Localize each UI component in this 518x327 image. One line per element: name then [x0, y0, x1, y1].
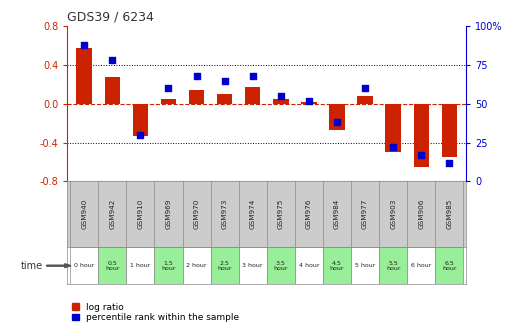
- Text: GSM903: GSM903: [390, 199, 396, 229]
- Bar: [217, 94, 233, 104]
- Bar: [301, 102, 316, 104]
- Point: [417, 152, 425, 158]
- Text: 1 hour: 1 hour: [130, 263, 151, 268]
- Point: [192, 73, 200, 78]
- Bar: [70, 247, 98, 284]
- Text: 5 hour: 5 hour: [355, 263, 375, 268]
- Text: GSM984: GSM984: [334, 199, 340, 229]
- Text: 0 hour: 0 hour: [74, 263, 94, 268]
- Bar: [245, 87, 261, 104]
- Point: [361, 86, 369, 91]
- Text: GSM974: GSM974: [250, 199, 256, 229]
- Bar: [323, 247, 351, 284]
- Bar: [98, 247, 126, 284]
- Bar: [189, 90, 204, 104]
- Text: time: time: [21, 261, 43, 271]
- Bar: [161, 99, 176, 104]
- Bar: [273, 99, 289, 104]
- Bar: [211, 247, 239, 284]
- Text: 3.5
hour: 3.5 hour: [274, 261, 288, 271]
- Bar: [407, 247, 435, 284]
- Bar: [379, 247, 407, 284]
- Text: GSM970: GSM970: [194, 199, 199, 229]
- Point: [445, 160, 453, 165]
- Point: [333, 120, 341, 125]
- Text: 5.5
hour: 5.5 hour: [386, 261, 400, 271]
- Bar: [267, 247, 295, 284]
- Text: 6 hour: 6 hour: [411, 263, 431, 268]
- Text: 0.5
hour: 0.5 hour: [105, 261, 120, 271]
- Bar: [357, 96, 373, 104]
- Text: 4.5
hour: 4.5 hour: [330, 261, 344, 271]
- Text: GSM969: GSM969: [165, 199, 171, 229]
- Text: 4 hour: 4 hour: [299, 263, 319, 268]
- Text: GSM940: GSM940: [81, 199, 87, 229]
- Bar: [77, 47, 92, 104]
- Point: [277, 94, 285, 99]
- Bar: [295, 247, 323, 284]
- Bar: [435, 247, 464, 284]
- Point: [305, 98, 313, 103]
- Legend: log ratio, percentile rank within the sample: log ratio, percentile rank within the sa…: [72, 303, 239, 322]
- Point: [221, 78, 229, 83]
- Bar: [133, 104, 148, 136]
- Text: 3 hour: 3 hour: [242, 263, 263, 268]
- Text: 1.5
hour: 1.5 hour: [161, 261, 176, 271]
- Bar: [413, 104, 429, 167]
- Point: [389, 145, 397, 150]
- Bar: [385, 104, 401, 152]
- Point: [108, 58, 117, 63]
- Point: [136, 132, 145, 137]
- Bar: [182, 247, 211, 284]
- Bar: [351, 247, 379, 284]
- Bar: [154, 247, 182, 284]
- Text: GSM977: GSM977: [362, 199, 368, 229]
- Text: GDS39 / 6234: GDS39 / 6234: [67, 10, 154, 24]
- Text: GSM985: GSM985: [447, 199, 452, 229]
- Text: GSM942: GSM942: [109, 199, 116, 229]
- Text: 6.5
hour: 6.5 hour: [442, 261, 456, 271]
- Bar: [239, 247, 267, 284]
- Text: 2.5
hour: 2.5 hour: [218, 261, 232, 271]
- Bar: [442, 104, 457, 157]
- Point: [249, 73, 257, 78]
- Point: [164, 86, 172, 91]
- Bar: [105, 77, 120, 104]
- Text: GSM906: GSM906: [418, 199, 424, 229]
- Point: [80, 42, 89, 47]
- Text: 2 hour: 2 hour: [186, 263, 207, 268]
- Bar: [126, 247, 154, 284]
- Bar: [329, 104, 344, 130]
- Text: GSM975: GSM975: [278, 199, 284, 229]
- Text: GSM910: GSM910: [137, 199, 143, 229]
- Text: GSM976: GSM976: [306, 199, 312, 229]
- Text: GSM973: GSM973: [222, 199, 227, 229]
